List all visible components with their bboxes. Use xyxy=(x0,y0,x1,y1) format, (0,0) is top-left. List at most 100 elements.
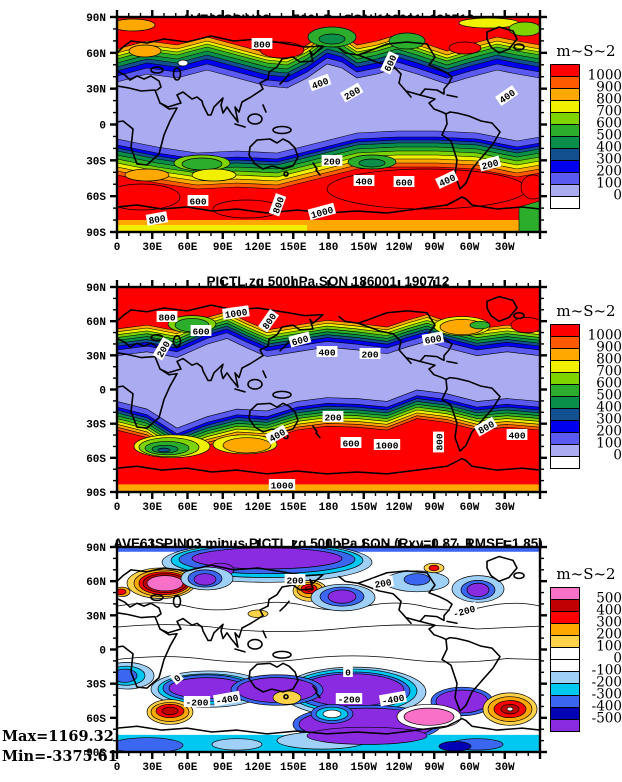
y-tick-label: 30N xyxy=(86,611,106,623)
y-tick-label: 0 xyxy=(99,386,106,398)
colorbar-box xyxy=(550,197,580,209)
contour-label: 600 xyxy=(421,331,445,347)
colorbar-tick-label: 500 xyxy=(596,387,622,404)
colorbar-box xyxy=(550,137,580,149)
x-tick-label: 0 xyxy=(114,502,121,514)
x-tick-label: 150E xyxy=(280,242,307,254)
x-tick-label: 90W xyxy=(424,502,444,514)
x-tick-label: 180 xyxy=(319,762,339,774)
colorbar-tick-label: -200 xyxy=(591,674,622,691)
x-tick-label: 90W xyxy=(424,762,444,774)
colorbar-tick-label: 1000 xyxy=(587,67,622,84)
contour-label: 200 xyxy=(284,574,306,587)
colorbar-box xyxy=(550,101,580,113)
x-tick-label: 90W xyxy=(424,242,444,254)
colorbar-box xyxy=(550,125,580,137)
svg-text:0: 0 xyxy=(172,673,184,685)
x-tick-label: 30W xyxy=(495,502,515,514)
y-tick-label: 90N xyxy=(86,543,106,555)
colorbar-tick-label: -100 xyxy=(591,662,622,679)
colorbar-tick-label: 200 xyxy=(596,163,622,180)
map-frame xyxy=(115,15,542,234)
x-tick-label: 120W xyxy=(386,762,413,774)
colorbar-box xyxy=(550,648,580,660)
colorbar-box xyxy=(550,161,580,173)
x-tick-label: 120E xyxy=(245,502,272,514)
svg-text:600: 600 xyxy=(424,333,443,347)
contour-label: 400 xyxy=(506,429,528,442)
contour-label: 200 xyxy=(322,411,344,424)
y-tick-label: 90N xyxy=(86,13,106,25)
x-tick-label: 180 xyxy=(319,502,339,514)
contour-label: 400 xyxy=(316,346,338,359)
y-tick-label: 30N xyxy=(86,351,106,363)
svg-text:600: 600 xyxy=(395,178,412,189)
contour-label: 0 xyxy=(169,670,184,685)
colorbar-tick-label: 300 xyxy=(596,151,622,168)
panel-difference: AVE63SPIN03 minus PICTL zg 500hPa SON (R… xyxy=(0,520,622,782)
colorbar-tick-label: 600 xyxy=(596,375,622,392)
colorbar-box xyxy=(550,64,580,77)
colorbar-box xyxy=(550,185,580,197)
colorbar-unit-label: m~S~2 xyxy=(556,565,616,583)
x-tick-label: 150E xyxy=(280,502,307,514)
colorbar-tick-label: 400 xyxy=(596,399,622,416)
colorbar-box xyxy=(550,720,580,732)
x-tick-label: 60W xyxy=(460,242,480,254)
x-tick-label: 30E xyxy=(142,242,162,254)
colorbar-tick-label: 900 xyxy=(596,339,622,356)
y-tick-label: 90N xyxy=(86,283,106,295)
colorbar-tick-label: -500 xyxy=(591,710,622,727)
stat-max: Max=1169.32 xyxy=(2,728,114,745)
contour-label: 200 xyxy=(371,575,395,591)
svg-text:600: 600 xyxy=(192,327,209,338)
svg-text:200: 200 xyxy=(361,350,378,361)
colorbar-tick-label: 400 xyxy=(596,602,622,619)
y-tick-label: 60S xyxy=(86,714,106,726)
colorbar-box xyxy=(550,445,580,457)
svg-text:800: 800 xyxy=(148,213,167,227)
contour-label: 1000 xyxy=(373,439,401,452)
y-tick-label: 0 xyxy=(99,646,106,658)
svg-text:-400: -400 xyxy=(381,693,406,708)
svg-text:200: 200 xyxy=(286,576,303,587)
colorbar-tick-label: 700 xyxy=(596,363,622,380)
contour-label: 200 xyxy=(359,348,381,361)
colorbar-box xyxy=(550,349,580,361)
x-tick-label: 0 xyxy=(114,242,121,254)
x-tick-label: 150W xyxy=(351,502,378,514)
colorbar-box xyxy=(550,433,580,445)
colorbar-tick-label: 800 xyxy=(596,91,622,108)
colorbar-box xyxy=(550,457,580,469)
colorbar-tick-label: 500 xyxy=(596,590,622,607)
contour-label: -400 xyxy=(212,690,241,707)
x-tick-label: 150E xyxy=(280,762,307,774)
contour-label: 600 xyxy=(190,325,212,338)
y-tick-label: 0 xyxy=(99,121,106,133)
map-frame xyxy=(115,285,542,494)
colorbar-box xyxy=(550,421,580,433)
colorbar-box xyxy=(550,89,580,101)
colorbar-box xyxy=(550,77,580,89)
colorbar-box xyxy=(550,684,580,696)
contour-label: 800 xyxy=(156,311,178,324)
y-tick-label: 30S xyxy=(86,156,106,168)
x-tick-label: 0 xyxy=(114,762,121,774)
x-tick-label: 150W xyxy=(351,762,378,774)
svg-text:1000: 1000 xyxy=(271,481,294,492)
svg-text:800: 800 xyxy=(253,40,270,51)
colorbar-tick-label: 0 xyxy=(613,187,622,204)
contour-label: 600 xyxy=(393,176,415,189)
y-tick-label: 30N xyxy=(86,85,106,97)
colorbar-box xyxy=(550,624,580,636)
x-tick-label: 150W xyxy=(351,242,378,254)
colorbar-tick-label: 200 xyxy=(596,423,622,440)
colorbar-tick-label: 200 xyxy=(596,626,622,643)
colorbar-box xyxy=(550,409,580,421)
svg-text:-200: -200 xyxy=(338,695,361,706)
contour-label: 600 xyxy=(187,195,209,208)
contour-label: -400 xyxy=(378,690,407,708)
colorbar-tick-label: 500 xyxy=(596,127,622,144)
